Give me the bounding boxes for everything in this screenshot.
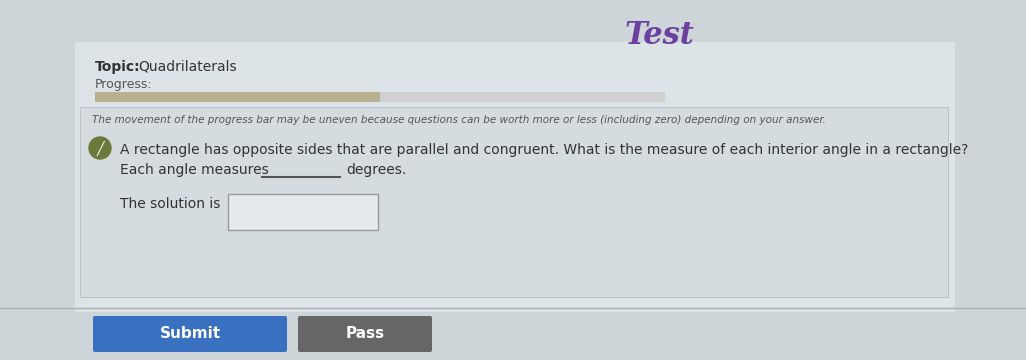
FancyBboxPatch shape [80, 107, 948, 297]
Text: Pass: Pass [346, 327, 385, 342]
Text: Topic:: Topic: [95, 60, 141, 74]
Text: A rectangle has opposite sides that are parallel and congruent. What is the meas: A rectangle has opposite sides that are … [120, 143, 969, 157]
Text: Submit: Submit [159, 327, 221, 342]
FancyBboxPatch shape [75, 42, 955, 312]
FancyBboxPatch shape [95, 92, 380, 102]
Text: ╱: ╱ [96, 140, 104, 156]
Text: The movement of the progress bar may be uneven because questions can be worth mo: The movement of the progress bar may be … [92, 115, 826, 125]
FancyBboxPatch shape [95, 92, 665, 102]
Text: Each angle measures: Each angle measures [120, 163, 269, 177]
Text: Test: Test [625, 20, 695, 51]
Text: degrees.: degrees. [346, 163, 406, 177]
Text: Progress:: Progress: [95, 78, 153, 91]
FancyBboxPatch shape [298, 316, 432, 352]
Text: The solution is: The solution is [120, 197, 221, 211]
FancyBboxPatch shape [93, 316, 287, 352]
Text: Quadrilaterals: Quadrilaterals [139, 60, 237, 74]
Circle shape [89, 137, 111, 159]
FancyBboxPatch shape [228, 194, 378, 230]
